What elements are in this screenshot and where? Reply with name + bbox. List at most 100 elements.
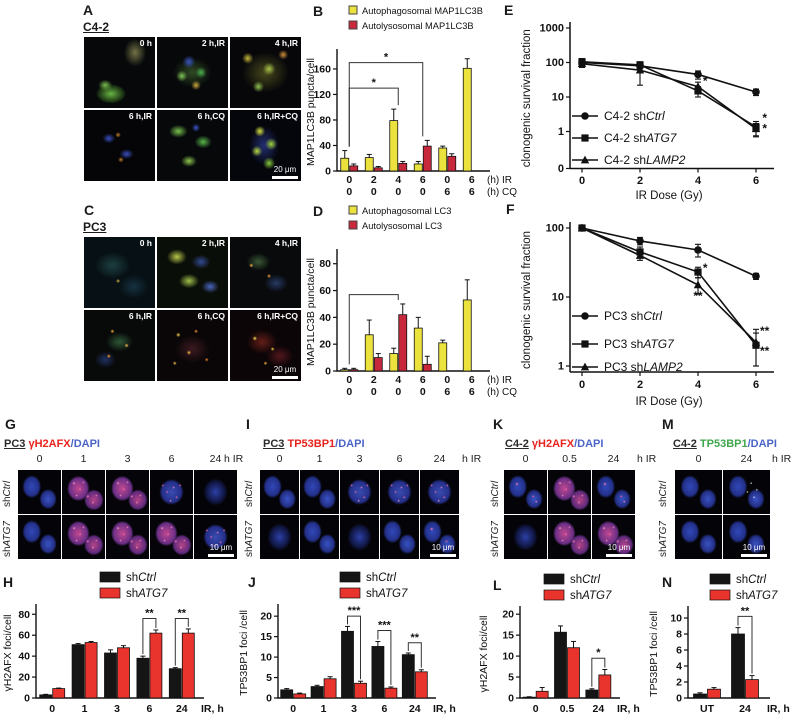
micrograph-image: [150, 515, 193, 559]
svg-text:4: 4: [695, 379, 702, 391]
micrograph-time-label: 6 h,IR+CQ: [257, 111, 298, 121]
svg-text:Autophagosomal MAP1LC3B: Autophagosomal MAP1LC3B: [362, 6, 483, 16]
micrograph-image: [260, 515, 299, 559]
svg-text:PC3 shCtrl: PC3 shCtrl: [604, 309, 662, 323]
column-suffix-label: h IR: [772, 453, 792, 465]
bar: [168, 668, 182, 699]
micrograph-image: 4 h,IR: [230, 37, 301, 108]
svg-text:80: 80: [319, 258, 331, 270]
micrograph-image: 6 h,IR: [84, 110, 155, 181]
svg-text:C4-2 shLAMP2: C4-2 shLAMP2: [604, 153, 686, 167]
svg-text:80: 80: [18, 609, 30, 621]
panel-letter-D: D: [313, 203, 324, 219]
bar: [398, 162, 408, 172]
title-part: /DAPI: [70, 438, 100, 450]
bar: [438, 342, 448, 372]
svg-text:**: **: [741, 605, 750, 617]
micrograph-image: [18, 515, 61, 559]
micrograph-grid-M: 0 24 h IR shCtrl shATG7 10 μm: [655, 453, 800, 561]
svg-text:PC3 shATG7: PC3 shATG7: [604, 337, 675, 351]
chart-panel-L: 0 5 10 15 20 γH2AFX foci/cell 0 0.5 24 IR, h shCtr…: [476, 560, 648, 725]
micrograph-time-label: 6 h,CQ: [197, 111, 225, 121]
bar: [384, 687, 398, 699]
svg-text:0: 0: [420, 186, 426, 198]
micrograph-grid-I: 0 1 3 6 24 h IR shCtrl shATG7 10 μm: [243, 453, 491, 561]
column-header: 0: [695, 453, 702, 465]
panel-letter-F: F: [506, 201, 515, 217]
svg-text:0: 0: [325, 366, 331, 378]
svg-text:*: *: [372, 77, 377, 89]
svg-text:60: 60: [319, 285, 331, 297]
column-header: 24: [607, 453, 620, 465]
svg-text:20: 20: [260, 611, 272, 623]
title-part: /DAPI: [747, 438, 777, 450]
svg-text:0: 0: [420, 386, 426, 398]
panel-letter-L: L: [493, 577, 502, 593]
svg-text:MAP1LC3B puncta/cell: MAP1LC3B puncta/cell: [305, 58, 317, 166]
bar: [371, 646, 385, 699]
svg-text:UT: UT: [700, 703, 715, 715]
row-label: shCtrl: [490, 480, 501, 508]
svg-text:1: 1: [321, 703, 327, 715]
micrograph-image: [504, 470, 547, 514]
column-header: 3: [356, 453, 363, 465]
svg-text:5: 5: [266, 672, 272, 684]
title-part: TP53BP1: [699, 438, 748, 450]
bar: [349, 369, 359, 372]
svg-text:0: 0: [508, 693, 514, 705]
scale-bar: 20 μm: [272, 365, 298, 379]
svg-text:6: 6: [469, 186, 475, 198]
svg-text:10: 10: [552, 292, 564, 304]
svg-text:8: 8: [676, 629, 682, 641]
panel-letter-N: N: [662, 574, 673, 590]
column-header: 0: [522, 453, 529, 465]
bar: [447, 155, 457, 172]
barchart-svg: 0 5 10 15 20 γH2AFX foci/cell 0 0.5 24 IR, h shCtr…: [478, 573, 640, 715]
bar: [422, 145, 432, 172]
title-part: TP53BP1: [287, 438, 336, 450]
svg-text:160: 160: [313, 63, 331, 75]
bar: [364, 334, 374, 372]
bar: [373, 167, 383, 172]
bar: [693, 693, 707, 699]
svg-text:0: 0: [444, 374, 450, 386]
bar: [401, 654, 415, 699]
svg-text:0.5: 0.5: [560, 703, 575, 715]
svg-text:4: 4: [695, 175, 702, 187]
micrograph-image: [18, 470, 61, 514]
svg-text:shCtrl: shCtrl: [570, 574, 600, 586]
svg-text:*: *: [762, 111, 767, 125]
micrograph-image: 10 μm: [723, 515, 770, 559]
svg-text:1: 1: [82, 703, 88, 715]
svg-text:0: 0: [371, 386, 377, 398]
bar: [422, 363, 432, 372]
micrograph-grid-C: 0 h 2 h,IR 4 h,IR 6 h,IR 6 h,CQ 6 h,IR+CQ 20 μ…: [84, 237, 303, 383]
svg-text:6: 6: [444, 386, 450, 398]
column-header: 24: [740, 453, 753, 465]
column-header: 6: [396, 453, 403, 465]
svg-text:10: 10: [502, 651, 514, 663]
svg-text:6: 6: [469, 374, 475, 386]
micrograph-grid-K: 0 0.5 24 h IR shCtrl shATG7 10 μm: [488, 453, 656, 561]
column-suffix-label: h IR: [224, 453, 244, 465]
bar: [364, 157, 374, 172]
bar: [104, 652, 117, 699]
svg-text:0: 0: [266, 693, 272, 705]
bar: [340, 157, 350, 172]
chart-panel-H: 0 20 40 60 80 γH2AFX foci/cell 0 1 3 6 24 IR, h shCt…: [0, 560, 235, 725]
svg-text:(h) CQ: (h) CQ: [487, 387, 517, 398]
column-header: 0.5: [562, 453, 577, 465]
micrograph-image: 6 h,CQ: [157, 110, 228, 181]
bar: [71, 644, 85, 699]
micrograph-time-label: 2 h,IR: [201, 238, 225, 248]
svg-text:C4-2 shCtrl: C4-2 shCtrl: [604, 109, 665, 123]
title-part: PC3: [4, 438, 26, 450]
svg-text:4: 4: [395, 174, 401, 186]
svg-text:2: 2: [371, 174, 377, 186]
svg-text:**: **: [760, 344, 770, 358]
svg-text:1000: 1000: [540, 23, 564, 35]
row-label: shATG7: [244, 521, 255, 557]
bar: [707, 688, 721, 699]
svg-text:***: ***: [378, 620, 392, 632]
